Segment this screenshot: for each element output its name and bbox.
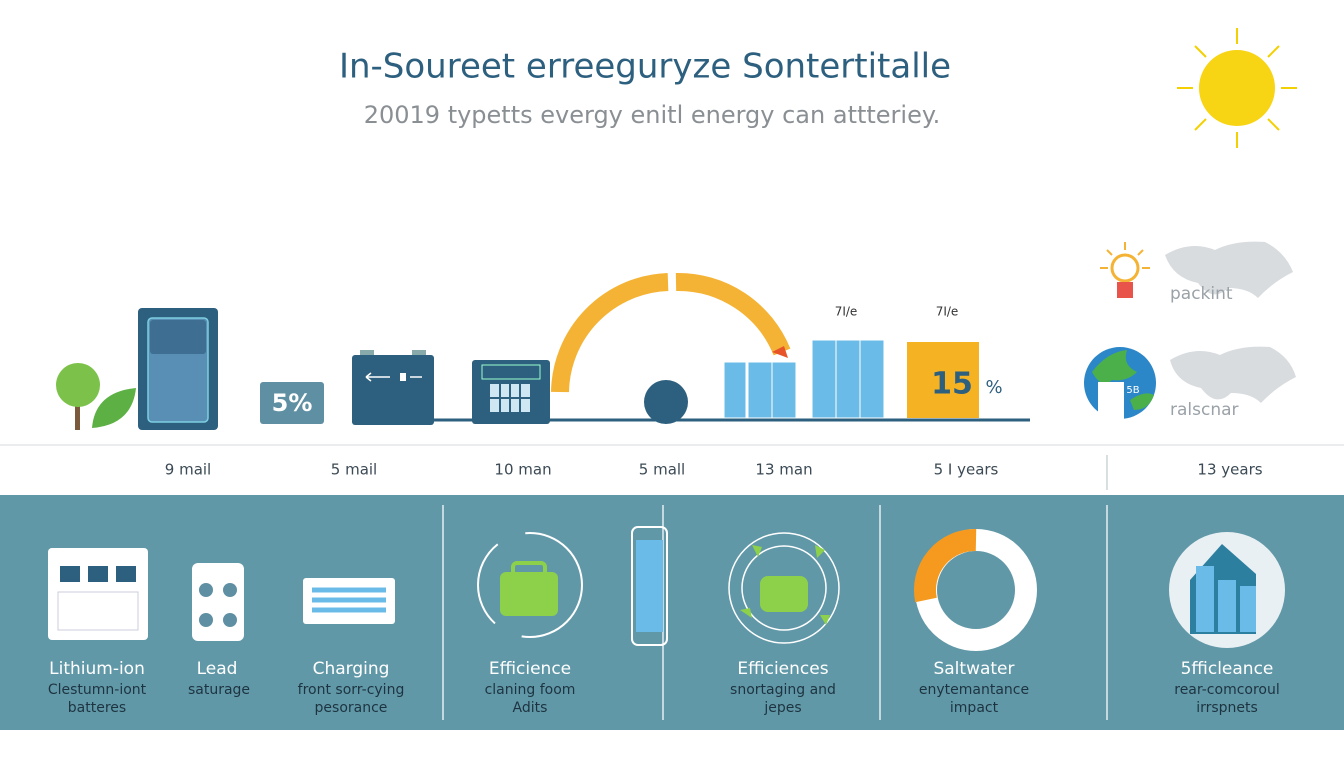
battery-icon (138, 308, 218, 430)
map-icon (1170, 346, 1296, 403)
title: In-Soureet erreeguryze Sontertitalle (339, 47, 951, 87)
panel-title: 5fficleance (1181, 659, 1274, 679)
panel-text: jepes (763, 700, 801, 716)
timeline-label: 13 years (1197, 461, 1262, 479)
timeline-label: 10 man (494, 461, 551, 479)
panel-title: Charging (313, 659, 390, 679)
block-value: 15 (931, 367, 973, 402)
globe-land (1092, 350, 1154, 410)
gauge-hub (644, 380, 688, 424)
panel-title: Lithium-ion (49, 659, 145, 679)
badge-label: 5% (272, 389, 313, 417)
timeline-label: 5 mail (331, 461, 377, 479)
gauge-tip (772, 346, 788, 358)
panel-icon (1169, 532, 1285, 648)
panel-text: Adits (513, 700, 548, 716)
panel-text: impact (950, 700, 999, 716)
globe-card (1098, 382, 1124, 420)
panel-text: enytemantance (919, 682, 1029, 698)
battery-icon (472, 360, 550, 424)
cells (723, 339, 885, 419)
panel-text: front sorr-cying (298, 682, 405, 698)
timeline-label: 5 I years (934, 461, 999, 479)
gauge-arc (675, 272, 791, 356)
panel-text: saturage (188, 682, 250, 698)
legend-label: packint (1170, 284, 1233, 304)
top-label: 7I/e (835, 305, 858, 319)
panel-icon (728, 532, 840, 644)
panel-icon (48, 548, 148, 640)
panel-title: Saltwater (933, 659, 1014, 679)
timeline-label: 13 man (755, 461, 812, 479)
panel-icon (303, 578, 395, 624)
sun-icon (1177, 28, 1297, 148)
panel-icon (914, 529, 1037, 651)
globe-tag: 5B (1126, 385, 1139, 396)
timeline-label: 5 mall (639, 461, 685, 479)
panel-title: Lead (197, 659, 238, 679)
panel-icon (631, 526, 668, 646)
orange-block (907, 342, 979, 418)
legend-label: ralscnar (1170, 400, 1239, 420)
panel-icon (477, 532, 583, 638)
panel-text: pesorance (315, 700, 388, 716)
panel-text: irrspnets (1196, 700, 1258, 716)
badge (260, 382, 324, 424)
panel-text: snortaging and (730, 682, 836, 698)
subtitle: 20019 typetts evergy enitl energy can at… (364, 101, 941, 129)
map-icon (1165, 241, 1293, 298)
panel-text: Clestumn-iont (48, 682, 147, 698)
gauge-arc (551, 273, 669, 393)
panel-text: batteres (68, 700, 126, 716)
panel-text: claning foom (485, 682, 576, 698)
timeline-label: 9 mail (165, 461, 211, 479)
tree-icon (56, 363, 136, 430)
top-label: 7I/e (936, 305, 959, 319)
panel-title: Efficience (489, 659, 571, 679)
panel-title: Efficiences (737, 659, 828, 679)
panel-text: rear-comcoroul (1174, 682, 1280, 698)
block-unit: % (985, 377, 1002, 398)
bulb-icon (1100, 242, 1150, 298)
battery-icon (352, 350, 434, 425)
panel-icon (192, 563, 244, 641)
